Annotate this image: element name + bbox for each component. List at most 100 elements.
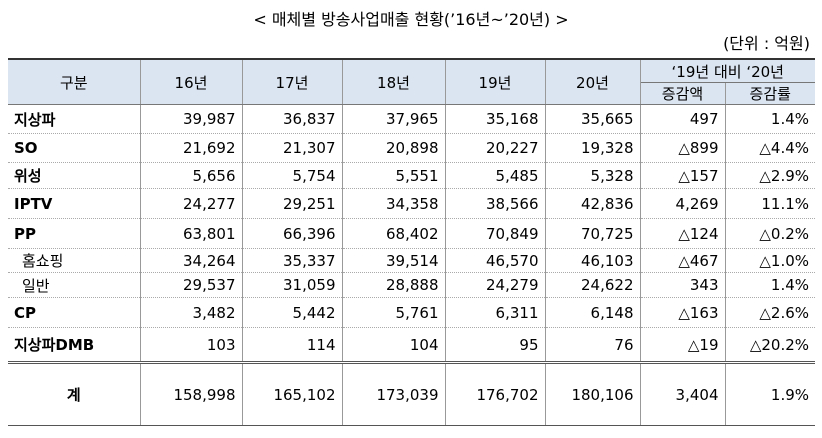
cell: 5,442 bbox=[241, 297, 343, 328]
row-label: 계 bbox=[8, 361, 141, 426]
table-row: CP 3,482 5,442 5,761 6,311 6,148 △163 △2.6% bbox=[8, 297, 816, 328]
unit: (단위 : 억원) bbox=[723, 34, 810, 53]
cell: 24,622 bbox=[544, 272, 641, 298]
cell: 39,514 bbox=[341, 248, 446, 273]
cell: 103 bbox=[139, 327, 243, 363]
cell: 66,396 bbox=[241, 218, 343, 249]
cell: △124 bbox=[639, 218, 726, 249]
table: 구분 16년 17년 18년 19년 20년 ‘19년 대비 ‘20년 증감액 증감률 지상파 39… bbox=[8, 58, 816, 426]
cell: 95 bbox=[444, 327, 546, 363]
cell: 5,656 bbox=[139, 162, 243, 189]
cell: 31,059 bbox=[241, 272, 343, 298]
cell: 36,837 bbox=[241, 104, 343, 134]
cell: 104 bbox=[341, 327, 446, 363]
cell: 19,328 bbox=[544, 133, 641, 163]
cell: 29,537 bbox=[139, 272, 243, 298]
cell: 21,692 bbox=[139, 133, 243, 163]
table-row: SO 21,692 21,307 20,898 20,227 19,328 △899 △4.4… bbox=[8, 133, 816, 163]
cell: 180,106 bbox=[544, 361, 641, 426]
cell: 5,761 bbox=[341, 297, 446, 328]
row-label: 일반 bbox=[8, 272, 141, 298]
cell: 46,103 bbox=[544, 248, 641, 273]
column-header: 16년 bbox=[139, 58, 243, 105]
cell: 46,570 bbox=[444, 248, 546, 273]
table-row: 계 158,998 165,102 173,039 176,702 180,106 3,40… bbox=[8, 361, 816, 426]
row-label: 홈쇼핑 bbox=[8, 248, 141, 273]
cell: 5,754 bbox=[241, 162, 343, 189]
cell: △4.4% bbox=[724, 133, 816, 163]
cell: △163 bbox=[639, 297, 726, 328]
cell: 6,148 bbox=[544, 297, 641, 328]
cell: 68,402 bbox=[341, 218, 446, 249]
column-group-header: ‘19년 대비 ‘20년 bbox=[639, 58, 816, 83]
column-header: 구분 bbox=[8, 58, 141, 105]
cell: 42,836 bbox=[544, 188, 641, 219]
column-header: 증감액 bbox=[640, 82, 726, 105]
row-label: CP bbox=[8, 297, 141, 328]
table-row: 지상파DMB 103 114 104 95 76 △19 △20.2% bbox=[8, 327, 816, 363]
cell: 3,482 bbox=[139, 297, 243, 328]
cell: △157 bbox=[639, 162, 726, 189]
row-label: 위성 bbox=[8, 162, 141, 189]
row-label: SO bbox=[8, 133, 141, 163]
table-row: 지상파 39,987 36,837 37,965 35,168 35,665 497 1.4% bbox=[8, 104, 816, 134]
cell: 5,328 bbox=[544, 162, 641, 189]
header-row: 증감액 증감률 bbox=[8, 82, 816, 105]
cell: 5,551 bbox=[341, 162, 446, 189]
row-label: IPTV bbox=[8, 188, 141, 219]
cell: △19 bbox=[639, 327, 726, 363]
cell: 35,337 bbox=[241, 248, 343, 273]
cell: 35,168 bbox=[444, 104, 546, 134]
cell: 24,279 bbox=[444, 272, 546, 298]
cell: △467 bbox=[639, 248, 726, 273]
column-header: 증감률 bbox=[724, 82, 816, 105]
column-header: 17년 bbox=[241, 58, 343, 105]
cell: 3,404 bbox=[639, 361, 726, 426]
cell: 173,039 bbox=[341, 361, 446, 426]
title: < 매체별 방송사업매출 현황(’16년~’20년) > bbox=[253, 10, 569, 29]
table-row: IPTV 24,277 29,251 34,358 38,566 42,836 4,269 1… bbox=[8, 188, 816, 219]
cell: 11.1% bbox=[724, 188, 816, 219]
cell: 38,566 bbox=[444, 188, 546, 219]
cell: 176,702 bbox=[444, 361, 546, 426]
cell: 158,998 bbox=[139, 361, 243, 426]
cell: 20,898 bbox=[341, 133, 446, 163]
table-row: PP 63,801 66,396 68,402 70,849 70,725 △124 △0.2… bbox=[8, 218, 816, 249]
cell: 37,965 bbox=[341, 104, 446, 134]
cell: 24,277 bbox=[139, 188, 243, 219]
column-header: 18년 bbox=[341, 58, 446, 105]
cell: 1.9% bbox=[724, 361, 816, 426]
cell: 114 bbox=[241, 327, 343, 363]
cell: 1.4% bbox=[724, 104, 816, 134]
cell: 29,251 bbox=[241, 188, 343, 219]
cell: 343 bbox=[639, 272, 726, 298]
cell: △0.2% bbox=[724, 218, 816, 249]
cell: △2.6% bbox=[724, 297, 816, 328]
cell: 5,485 bbox=[444, 162, 546, 189]
table-row: 홈쇼핑 34,264 35,337 39,514 46,570 46,103 △467 △1.… bbox=[8, 248, 816, 273]
cell: 34,264 bbox=[139, 248, 243, 273]
column-header: 19년 bbox=[444, 58, 546, 105]
row-label: PP bbox=[8, 218, 141, 249]
table-row: 일반 29,537 31,059 28,888 24,279 24,622 343 1.4% bbox=[8, 272, 816, 298]
cell: 63,801 bbox=[139, 218, 243, 249]
row-label: 지상파DMB bbox=[8, 327, 141, 363]
cell: 70,849 bbox=[444, 218, 546, 249]
cell: 76 bbox=[544, 327, 641, 363]
cell: 165,102 bbox=[241, 361, 343, 426]
cell: 4,269 bbox=[639, 188, 726, 219]
cell: 28,888 bbox=[341, 272, 446, 298]
cell: 39,987 bbox=[139, 104, 243, 134]
cell: △20.2% bbox=[724, 327, 816, 363]
column-header: 20년 bbox=[544, 58, 641, 105]
cell: △899 bbox=[639, 133, 726, 163]
cell: 21,307 bbox=[241, 133, 343, 163]
cell: 20,227 bbox=[444, 133, 546, 163]
cell: △2.9% bbox=[724, 162, 816, 189]
cell: △1.0% bbox=[724, 248, 816, 273]
cell: 6,311 bbox=[444, 297, 546, 328]
table-row: 위성 5,656 5,754 5,551 5,485 5,328 △157 △2.9% bbox=[8, 162, 816, 189]
cell: 35,665 bbox=[544, 104, 641, 134]
header-row: 구분 16년 17년 18년 19년 20년 ‘19년 대비 ‘20년 bbox=[8, 58, 816, 105]
